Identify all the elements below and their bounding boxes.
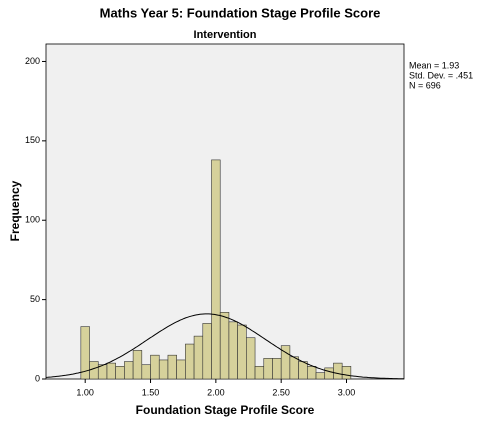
bar bbox=[176, 359, 186, 380]
bar bbox=[289, 356, 299, 380]
stat-label: Mean = 1.93 bbox=[409, 60, 459, 70]
bar bbox=[263, 358, 273, 380]
y-tick-label: 50 bbox=[30, 294, 40, 304]
y-axis-label: Frequency bbox=[8, 180, 22, 241]
bar bbox=[202, 323, 212, 380]
bar bbox=[124, 361, 134, 380]
bar bbox=[298, 361, 308, 380]
bar bbox=[167, 354, 177, 380]
bar bbox=[132, 350, 143, 380]
bar bbox=[158, 359, 169, 380]
bar bbox=[272, 358, 282, 380]
bar bbox=[246, 337, 256, 380]
y-tick-label: 0 bbox=[35, 373, 40, 383]
bar bbox=[219, 312, 230, 380]
y-tick-label: 150 bbox=[25, 135, 40, 145]
bar bbox=[228, 321, 238, 380]
bar bbox=[185, 343, 195, 380]
bar bbox=[324, 367, 334, 380]
x-tick-label: 2.00 bbox=[207, 387, 225, 397]
bar bbox=[115, 365, 125, 380]
bar bbox=[193, 335, 204, 380]
bar bbox=[211, 159, 221, 380]
stat-label: Std. Dev. = .451 bbox=[409, 70, 473, 80]
bar bbox=[150, 354, 160, 380]
x-tick-label: 2.50 bbox=[272, 387, 290, 397]
bar bbox=[237, 324, 247, 380]
y-tick-label: 100 bbox=[25, 215, 40, 225]
stat-label: N = 696 bbox=[409, 80, 441, 90]
bar bbox=[254, 365, 265, 380]
y-tick-label: 200 bbox=[25, 56, 40, 66]
bar bbox=[341, 365, 352, 380]
bar bbox=[333, 362, 343, 380]
chart-title: Maths Year 5: Foundation Stage Profile S… bbox=[100, 5, 381, 20]
bar bbox=[89, 361, 99, 380]
normal-curve bbox=[45, 313, 405, 380]
bar bbox=[315, 372, 326, 380]
bar bbox=[141, 364, 151, 380]
x-axis-label: Foundation Stage Profile Score bbox=[136, 403, 315, 417]
x-tick-label: 3.00 bbox=[338, 387, 356, 397]
bar bbox=[307, 365, 317, 380]
x-tick-label: 1.50 bbox=[142, 387, 160, 397]
chart-subtitle: Intervention bbox=[194, 29, 257, 41]
bar bbox=[106, 362, 116, 380]
x-tick-label: 1.00 bbox=[76, 387, 94, 397]
